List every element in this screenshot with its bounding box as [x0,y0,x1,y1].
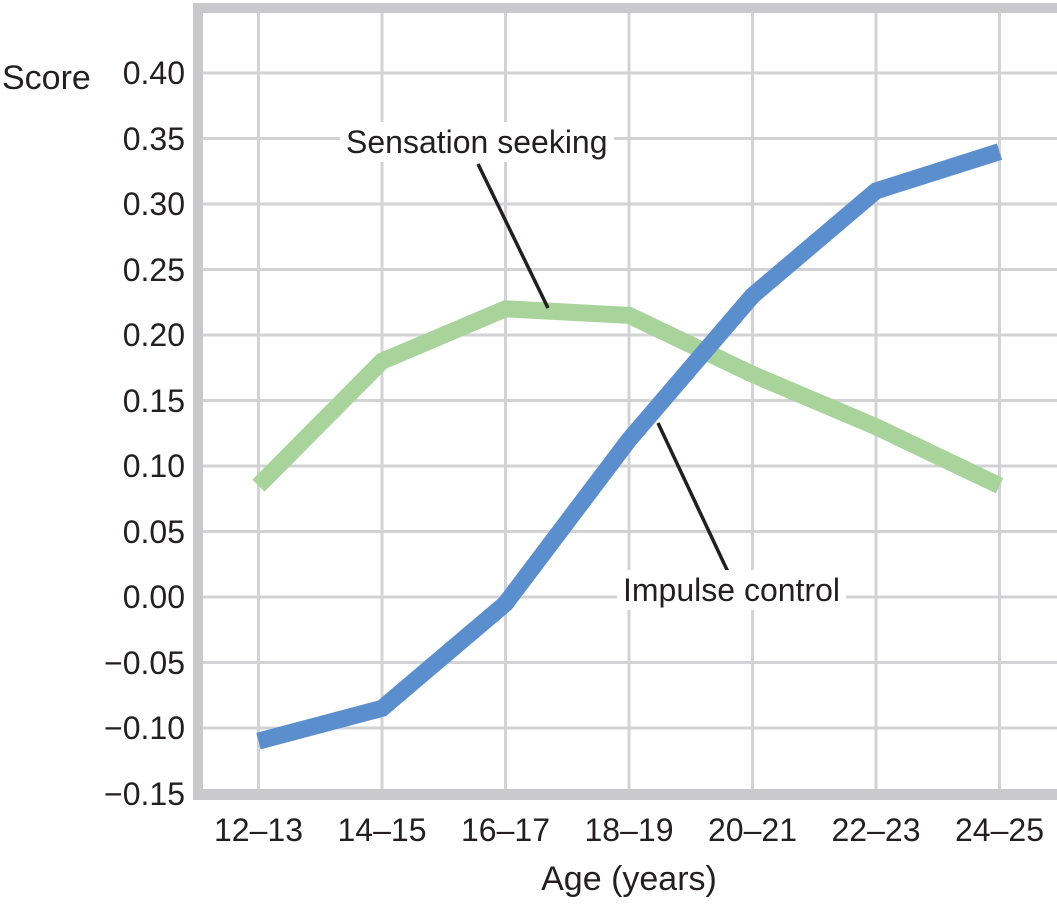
y-tick-label: 0.20 [122,317,185,353]
y-tick-label: 0.40 [122,55,185,91]
x-tick-label: 14–15 [337,812,427,848]
y-tick-label: 0.15 [122,382,185,419]
x-tick-label: 20–21 [708,812,797,848]
impulse-control-line [256,143,1003,750]
sensation-seeking-pointer-line [476,163,550,309]
y-tick-label: 0.00 [122,579,185,615]
x-tick-label: 12–13 [214,812,303,848]
x-tick-label: 24–25 [955,812,1044,848]
sensation-seeking-annotation-label: Sensation seeking [340,122,614,162]
x-axis-title: Age (years) [541,860,717,898]
sensation-seeking-line [252,300,1004,494]
plot-frame-bottom [193,789,1057,800]
x-tick-label: 22–23 [831,812,921,848]
impulse-control-annotation-label: Impulse control [617,570,846,610]
x-tick-label: 16–17 [461,812,550,848]
y-tick-label: −0.15 [104,775,185,812]
plot-frame-top [193,3,1057,13]
impulse-control-pointer-line [656,422,730,573]
y-axis-title: Score [2,59,91,97]
x-tick-label: 18–19 [584,812,674,848]
y-tick-label: −0.05 [104,644,185,681]
y-tick-label: −0.10 [104,710,185,746]
y-tick-label: 0.25 [122,251,185,288]
y-tick-label: 0.05 [122,513,185,550]
y-tick-label: 0.35 [122,120,185,157]
plot-frame-left [193,3,203,800]
y-tick-label: 0.10 [122,448,185,484]
y-tick-label: 0.30 [122,186,185,222]
